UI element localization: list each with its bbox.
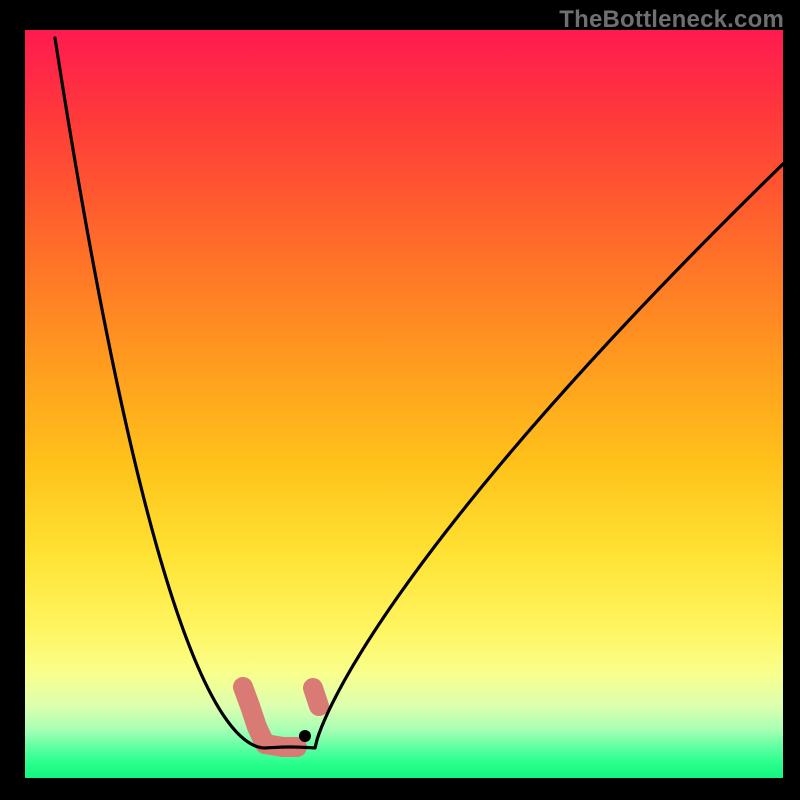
chart-svg [25, 30, 783, 778]
valley-dot [299, 730, 311, 742]
chart-background [25, 30, 783, 778]
